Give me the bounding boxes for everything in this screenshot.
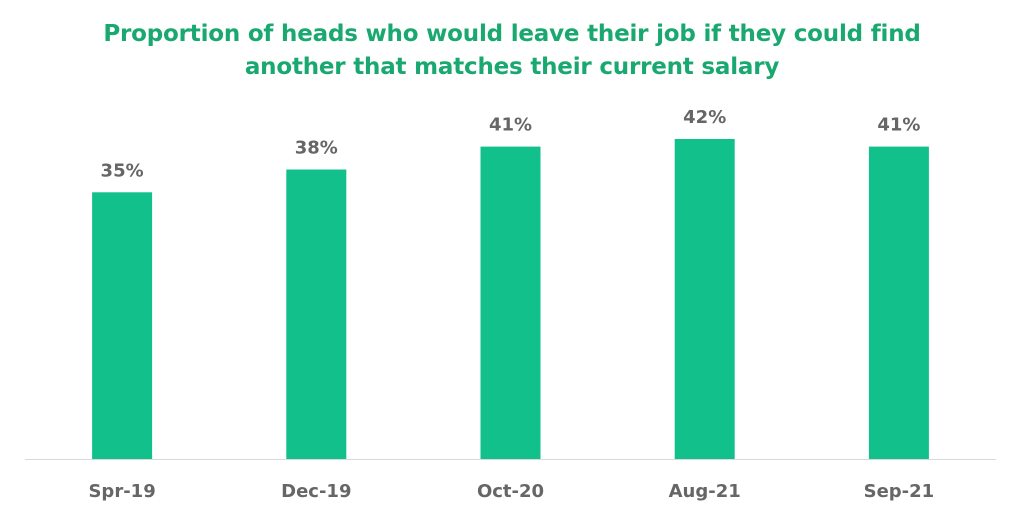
data-label-oct-20: 41% (489, 115, 532, 136)
chart-title-line-1: Proportion of heads who would leave thei… (103, 21, 921, 47)
x-tick-label-aug-21: Aug-21 (669, 481, 741, 502)
chart-title-line-2: another that matches their current salar… (244, 54, 780, 80)
data-label-spr-19: 35% (101, 160, 144, 181)
bar-sep-21 (868, 146, 929, 459)
data-label-dec-19: 38% (295, 138, 338, 159)
bar-dec-19 (286, 169, 347, 459)
x-tick-labels-layer: Spr-19 Dec-19 Oct-20 Aug-21 Sep-21 (88, 481, 934, 502)
data-labels-layer: 35% 38% 41% 42% 41% (101, 107, 921, 181)
x-tick-label-dec-19: Dec-19 (281, 481, 351, 502)
data-label-aug-21: 42% (683, 107, 726, 128)
x-tick-label-spr-19: Spr-19 (88, 481, 155, 502)
bars-layer (92, 139, 929, 460)
data-label-sep-21: 41% (877, 115, 920, 136)
chart-title: Proportion of heads who would leave thei… (0, 18, 1024, 84)
bar-oct-20 (480, 146, 541, 459)
x-tick-label-oct-20: Oct-20 (477, 481, 544, 502)
bar-aug-21 (674, 139, 735, 459)
bar-spr-19 (92, 192, 153, 460)
x-tick-label-sep-21: Sep-21 (864, 481, 935, 502)
